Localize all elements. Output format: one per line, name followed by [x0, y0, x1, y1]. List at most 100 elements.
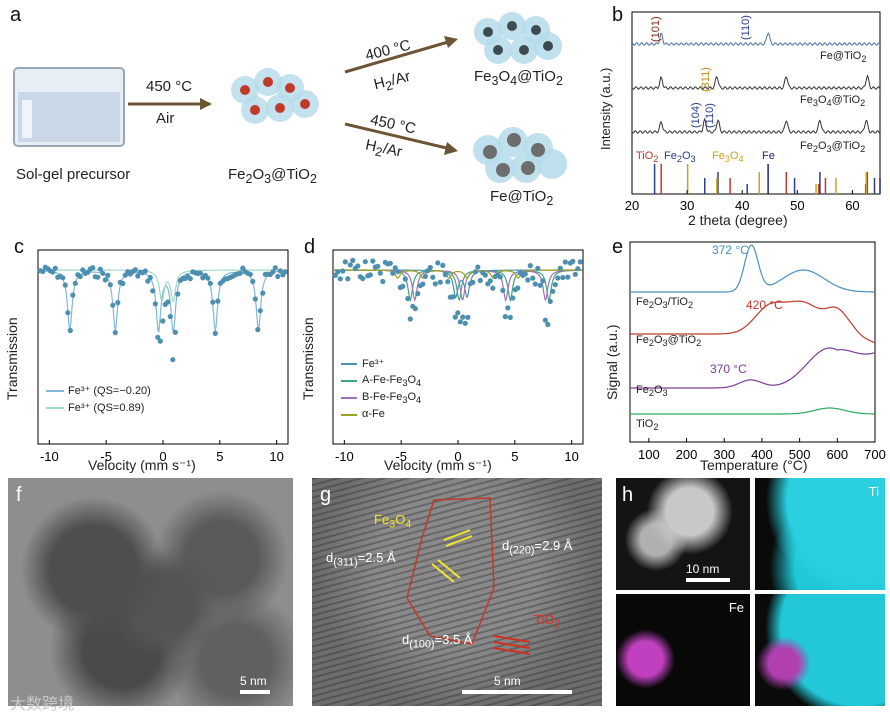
mossbauer-data-point	[40, 268, 46, 275]
xrd-series-line	[631, 74, 881, 90]
mossbauer-data-point	[377, 270, 383, 276]
mossbauer-data-point	[440, 262, 446, 268]
product-a-label: Fe3O4@TiO2	[474, 68, 563, 88]
mossbauer-data-point	[490, 285, 496, 291]
mossbauer-data-point	[172, 329, 178, 335]
moss-c-xlabel: Velocity (mm s⁻¹)	[88, 457, 196, 473]
mossbauer-data-point	[335, 269, 341, 275]
mossbauer-data-point	[407, 316, 413, 322]
mossbauer-data-point	[110, 302, 116, 308]
peak-110: (110)	[704, 103, 716, 128]
fe3o4-tio2-particle-icon	[474, 12, 562, 64]
mossbauer-data-point	[390, 270, 396, 276]
mossbauer-data-point	[392, 265, 398, 271]
tpr-ylabel: Signal (a.u.)	[604, 324, 620, 400]
mossbauer-data-point	[260, 290, 266, 296]
mossbauer-data-point	[157, 338, 163, 344]
mossbauer-data-point	[505, 305, 511, 311]
mossbauer-data-point	[252, 296, 258, 302]
mossbauer-data-point	[187, 276, 193, 282]
fe2o3-tio2-particle-icon	[231, 68, 319, 124]
mossbauer-data-point	[142, 268, 148, 274]
mossbauer-data-point	[197, 270, 203, 276]
mossbauer-data-point	[547, 298, 553, 304]
tpr-xtick-label: 400	[751, 447, 773, 462]
watermark: 大数跨境	[10, 696, 75, 713]
mossbauer-data-point	[135, 273, 141, 279]
legend-d1: Fe³⁺	[362, 358, 385, 370]
panel-g-label: g	[320, 484, 332, 506]
panel-c-label: c	[14, 236, 24, 258]
mossbauer-data-point	[422, 273, 428, 279]
eds-map-fe: Fe	[616, 594, 750, 706]
legend-d4: α-Fe	[362, 408, 385, 420]
beaker-icon	[13, 67, 125, 147]
mossbauer-data-point	[272, 265, 278, 271]
mossbauer-data-point	[552, 282, 558, 288]
tpr-series-line	[630, 407, 875, 415]
scale-bar-f: 5 nm	[240, 674, 270, 694]
mossbauer-data-point	[450, 294, 456, 300]
xrd-xtick-label: 20	[625, 198, 639, 213]
eds-map-overlay	[755, 594, 885, 706]
moss-c-ylabel: Transmission	[4, 317, 20, 400]
hrtem-d100: d(100)=3.5 Å	[402, 632, 473, 651]
mossbauer-data-point	[555, 275, 561, 281]
legend-d3: B-Fe-Fe3O4	[362, 391, 422, 406]
product-b-label: Fe@TiO2	[490, 188, 554, 208]
mossbauer-data-point	[577, 259, 583, 265]
tpr-series-line	[630, 244, 875, 293]
mossbauer-data-point	[380, 278, 386, 285]
mossbauer-data-point	[525, 277, 531, 283]
mossbauer-data-point	[160, 318, 166, 324]
mossbauer-data-point	[360, 276, 366, 282]
mossbauer-data-point	[282, 269, 288, 275]
tpr-annot-1: 372 °C	[712, 243, 749, 257]
tpr-label-2: Fe2O3@TiO2	[636, 334, 702, 349]
mossbauer-data-point	[247, 271, 253, 277]
mossbauer-data-point	[442, 272, 448, 278]
hrtem-phase-tio2: TiO2	[534, 612, 561, 631]
mossbauer-data-point	[387, 260, 393, 266]
mossbauer-data-point	[530, 275, 536, 281]
mossbauer-data-point	[65, 310, 71, 316]
mossbauer-data-point	[452, 314, 458, 320]
mossbauer-data-point	[90, 265, 96, 271]
moss-d-xlabel: Velocity (mm s⁻¹)	[384, 457, 492, 473]
mossbauer-data-point	[435, 260, 441, 266]
mossbauer-data-point	[570, 258, 576, 264]
tpr-label-1: Fe2O3/TiO2	[636, 296, 694, 311]
tpr-xlabel: Temperature (°C)	[700, 457, 808, 473]
mossbauer-data-point	[270, 269, 276, 275]
mossbauer-data-point	[537, 282, 543, 288]
mossbauer-data-point	[432, 281, 438, 287]
mossbauer-xtick-label: -10	[335, 449, 354, 464]
mossbauer-data-point	[402, 276, 408, 282]
mossbauer-data-point	[375, 263, 381, 269]
mossbauer-data-point	[370, 258, 376, 264]
mossbauer-data-point	[100, 270, 106, 276]
mossbauer-data-point	[502, 314, 508, 320]
tpr-xtick-label: 300	[713, 447, 735, 462]
panel-a-scheme	[13, 12, 567, 183]
tpr-label-3: Fe2O3	[636, 384, 668, 399]
mossbauer-data-point	[277, 268, 283, 274]
tpr-annot-3: 370 °C	[710, 362, 747, 376]
mossbauer-data-point	[67, 327, 73, 334]
mossbauer-data-point	[60, 275, 66, 281]
mossbauer-data-point	[105, 272, 111, 278]
mossbauer-data-point	[70, 292, 76, 298]
tpr-chart: 100 200 300 400 500 600 700	[629, 241, 886, 462]
mossbauer-data-point	[557, 265, 563, 271]
mossbauer-data-point	[455, 310, 461, 316]
hrtem-d220: d(220)=2.9 Å	[502, 538, 573, 557]
xrd-curve-label-2: Fe3O4@TiO2	[800, 94, 866, 109]
haadf-image-h: h 10 nm	[616, 478, 750, 590]
mossbauer-data-point	[362, 259, 368, 265]
xrd-xtick-label: 60	[845, 198, 859, 213]
mossbauer-data-point	[107, 282, 113, 288]
panel-b-label: b	[612, 4, 624, 26]
hrtem-image-g: g Fe3O4 d(311)=2.5 Å d(220)=2.9 Å TiO2 d…	[312, 478, 602, 706]
mossbauer-fit-line	[333, 269, 583, 279]
mossbauer-data-point	[560, 274, 566, 281]
